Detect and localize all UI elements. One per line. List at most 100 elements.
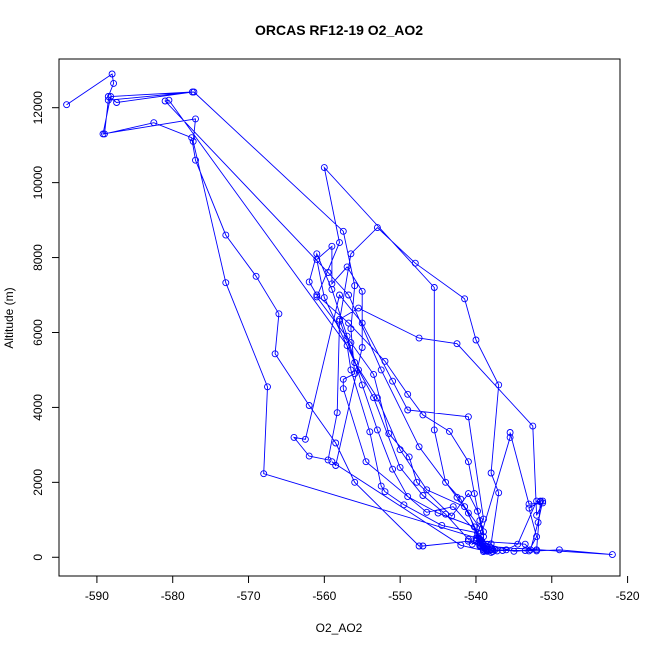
data-point (355, 366, 362, 374)
data-point (260, 470, 268, 478)
data-point (320, 164, 328, 172)
data-point (222, 279, 230, 287)
data-point (358, 287, 366, 295)
data-point (189, 137, 197, 145)
data-point (324, 456, 332, 464)
data-point (480, 515, 487, 523)
data-point (430, 426, 438, 434)
data-point (389, 465, 397, 473)
data-point (339, 375, 347, 383)
data-point (301, 435, 309, 443)
data-point (339, 227, 347, 235)
chart-title: ORCAS RF12-19 O2_AO2 (255, 22, 423, 38)
data-point (533, 546, 541, 554)
x-tick-label: -550 (388, 589, 412, 603)
data-point (385, 430, 393, 438)
y-tick-label: 6000 (31, 319, 45, 346)
data-point (264, 383, 271, 391)
data-point (555, 546, 563, 554)
data-point (192, 115, 199, 123)
data-point (343, 263, 351, 271)
data-point (332, 439, 340, 447)
data-point (404, 493, 412, 501)
x-tick-label: -560 (312, 589, 336, 603)
data-point (192, 156, 199, 164)
data-point (525, 504, 533, 512)
data-point (506, 429, 514, 436)
data-point (419, 492, 427, 499)
data-point (438, 521, 446, 529)
data-point (476, 538, 484, 546)
data-point (347, 366, 355, 374)
plot-frame (58, 58, 621, 577)
y-tick-label: 8000 (31, 244, 45, 271)
x-tick-label: -540 (464, 589, 488, 603)
data-point (533, 497, 541, 505)
data-point (351, 478, 359, 486)
data-point (423, 508, 431, 516)
data-point (453, 340, 461, 348)
data-point (63, 101, 71, 109)
y-axis-label: Altitude (m) (2, 287, 16, 348)
data-point (419, 411, 427, 419)
data-point (108, 70, 116, 78)
data-point (483, 540, 491, 548)
data-point (358, 381, 366, 389)
data-point (521, 547, 529, 554)
y-tick-label: 2000 (31, 469, 45, 496)
x-axis-label: O2_AO2 (316, 621, 363, 635)
data-point (355, 304, 362, 312)
data-point (345, 319, 353, 327)
data-point (377, 482, 385, 490)
data-point (413, 478, 421, 486)
data-point (434, 509, 442, 517)
data-point (271, 350, 279, 358)
data-point (373, 224, 381, 232)
x-tick-label: -590 (85, 589, 109, 603)
data-point (448, 512, 456, 520)
y-axis: 0 2000 4000 6000 8000 10000 12000 (31, 91, 59, 561)
data-point (343, 342, 351, 350)
data-point (373, 394, 381, 402)
data-point (381, 488, 389, 496)
series-line (66, 73, 613, 556)
data-point (506, 433, 514, 441)
data-point (400, 501, 408, 509)
data-point (336, 315, 343, 323)
data-point (415, 443, 423, 451)
data-point (113, 99, 121, 106)
data-point (476, 517, 484, 525)
data-point (404, 406, 412, 414)
data-point (222, 231, 230, 239)
data-point (461, 503, 469, 511)
data-point (525, 500, 533, 508)
data-point (381, 357, 389, 365)
data-point (411, 259, 419, 267)
data-point (358, 319, 366, 327)
data-point (104, 96, 112, 104)
data-point (305, 452, 313, 460)
data-point (362, 458, 370, 466)
data-point (104, 93, 112, 100)
data-point (347, 250, 355, 258)
data-point (332, 462, 340, 469)
data-point (499, 547, 506, 554)
data-point (449, 503, 457, 511)
data-point (529, 422, 537, 430)
data-point (252, 272, 260, 280)
data-point (345, 291, 353, 299)
data-point (536, 498, 544, 506)
data-point (534, 518, 542, 526)
y-tick-label: 10000 (31, 166, 45, 200)
data-point (396, 446, 404, 454)
data-point (502, 546, 510, 554)
data-point (474, 529, 481, 537)
data-point (419, 542, 427, 550)
data-point (373, 426, 381, 434)
data-point (461, 295, 469, 303)
y-tick-label: 0 (31, 554, 45, 561)
data-point (442, 510, 450, 518)
data-point (474, 507, 481, 515)
